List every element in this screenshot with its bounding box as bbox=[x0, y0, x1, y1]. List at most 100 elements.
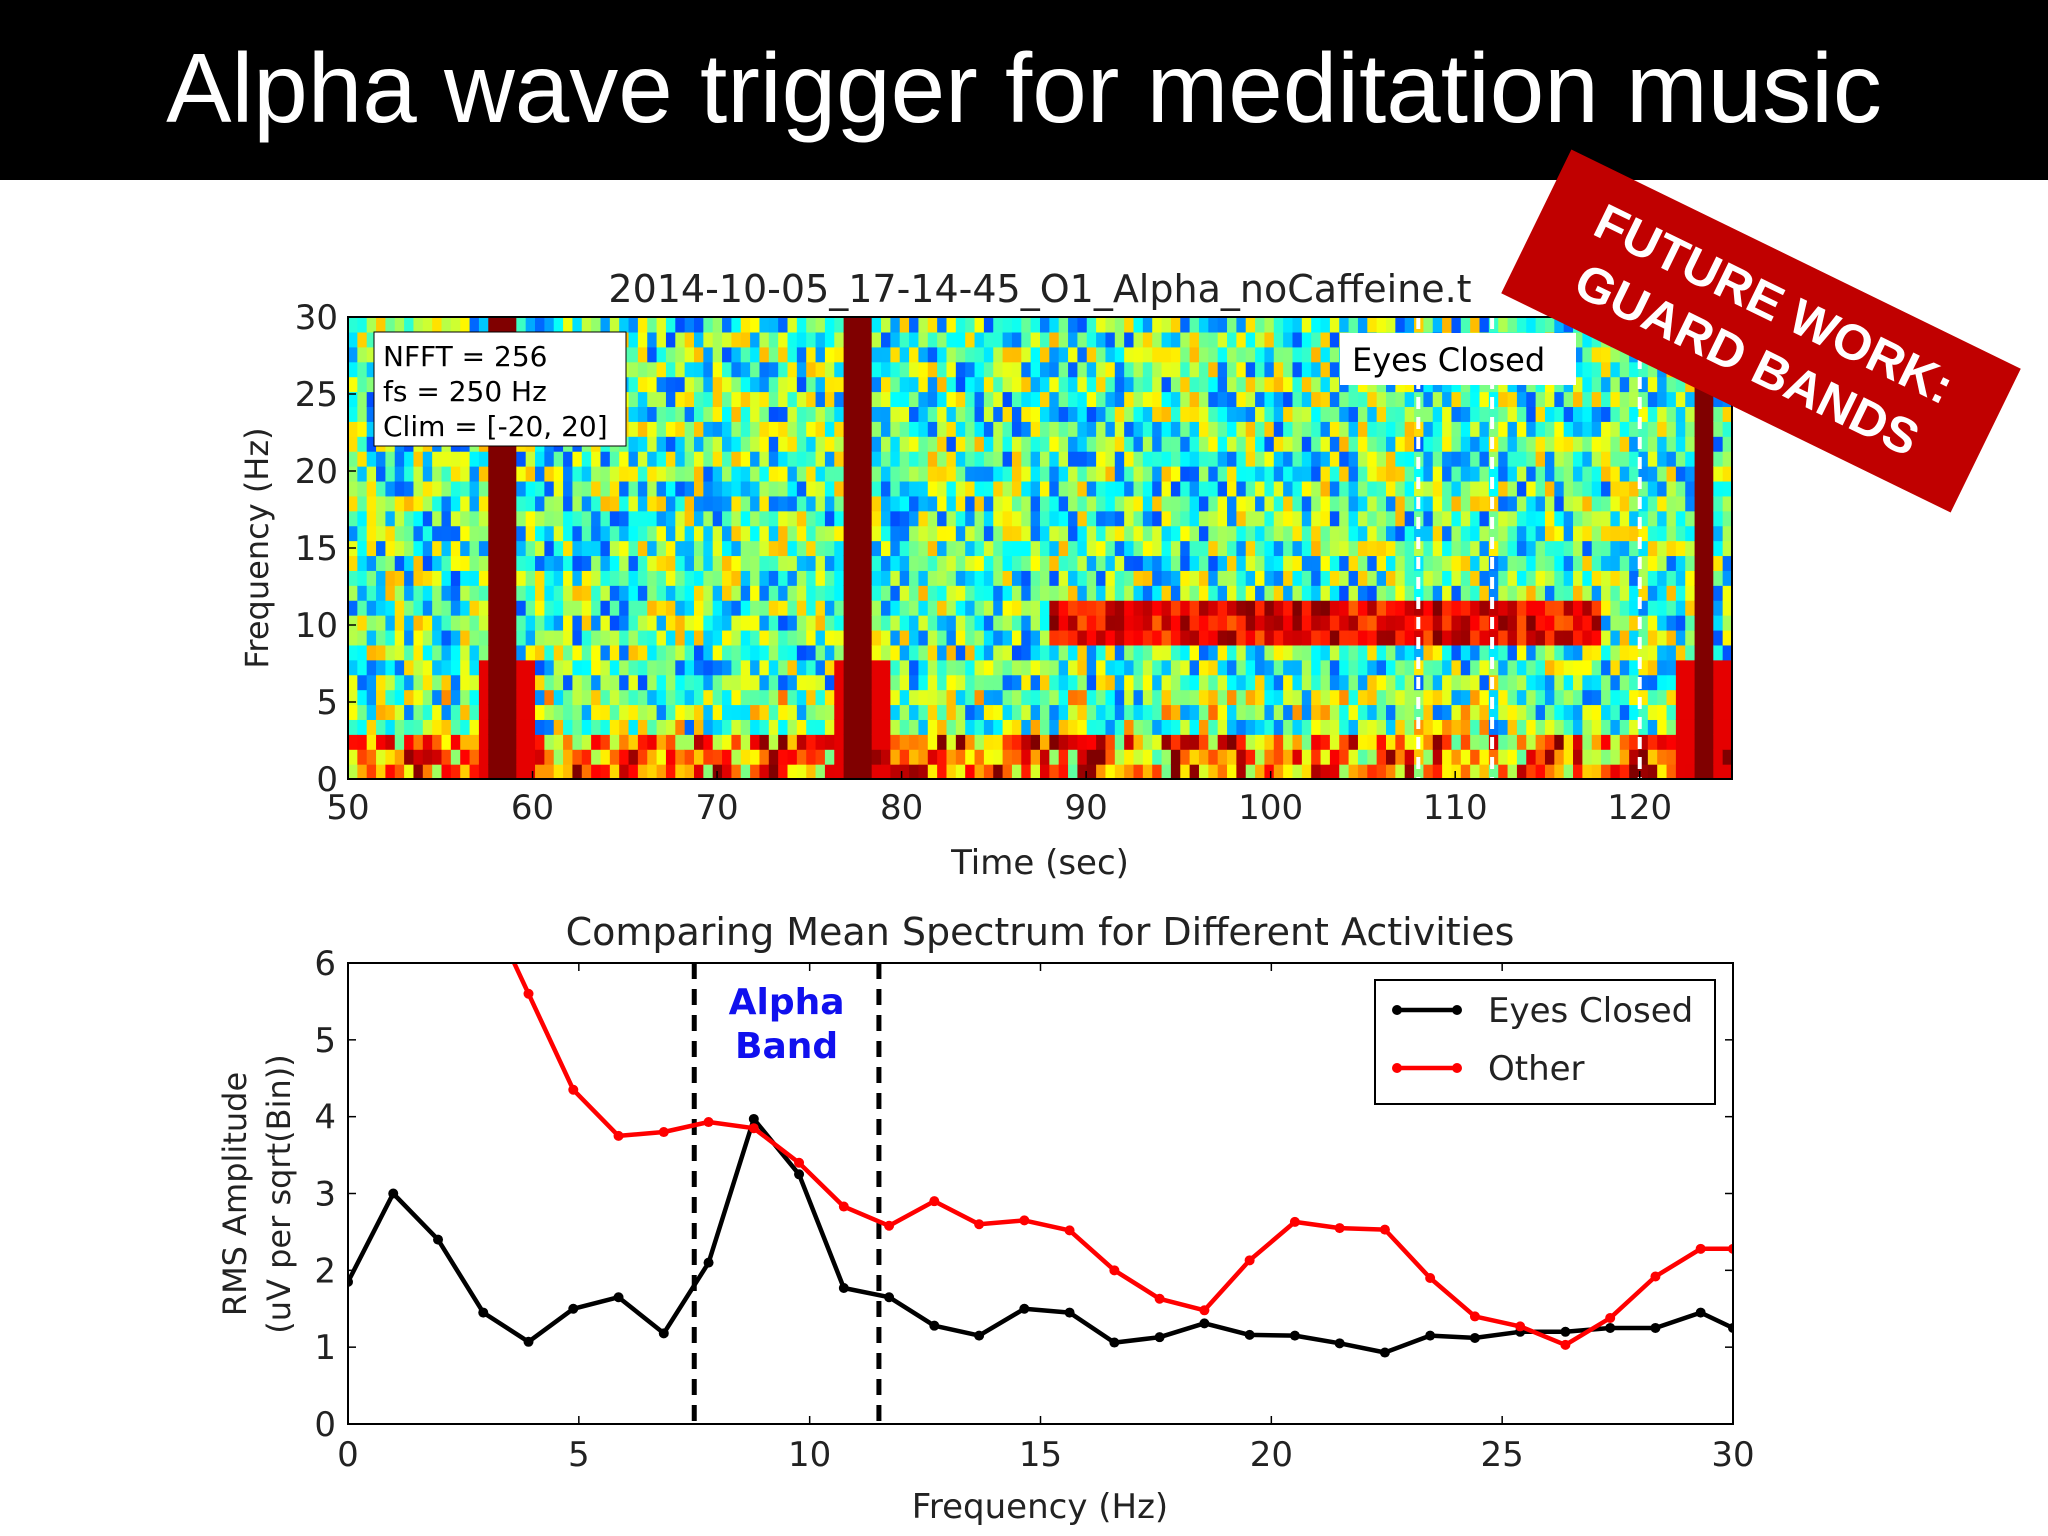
spectrogram-cell bbox=[1245, 719, 1256, 735]
spectrogram-cell bbox=[750, 555, 761, 571]
spectrogram-cell bbox=[1049, 391, 1060, 408]
spectrogram-cell bbox=[1114, 689, 1125, 706]
spectrogram-cell bbox=[1217, 734, 1228, 750]
spectrogram-cell bbox=[731, 644, 742, 661]
spectrogram-cell bbox=[609, 615, 620, 631]
spectrogram-cell bbox=[768, 734, 779, 750]
spectrogram-cell bbox=[1357, 510, 1368, 527]
spectrogram-cell bbox=[404, 600, 415, 616]
spectrogram-cell bbox=[1292, 540, 1303, 557]
spectrogram-cell bbox=[1021, 480, 1032, 497]
spectrogram-cell bbox=[1647, 600, 1658, 616]
spectrogram-cell bbox=[376, 570, 386, 586]
spectrogram-cell bbox=[731, 525, 742, 542]
spectrogram-cell bbox=[965, 555, 976, 571]
spectrogram-cell bbox=[1722, 629, 1733, 646]
spectrogram-cell bbox=[1479, 764, 1490, 780]
spectrogram-cell bbox=[1386, 555, 1396, 571]
spectrogram-cell bbox=[1610, 629, 1621, 646]
spectrogram-cell bbox=[1040, 585, 1050, 601]
spectrogram-cell bbox=[974, 644, 985, 661]
spectrogram-cell bbox=[937, 704, 948, 720]
spectrogram-cell bbox=[1610, 644, 1621, 661]
spectrogram-cell bbox=[553, 629, 564, 646]
spectrogram-cell bbox=[909, 510, 920, 527]
spectrogram-cell bbox=[684, 346, 695, 363]
spectrogram-cell bbox=[1049, 436, 1060, 452]
spectrogram-cell bbox=[1114, 331, 1125, 348]
spectrogram-cell bbox=[1161, 749, 1172, 765]
spectrogram-cell bbox=[1573, 331, 1583, 348]
spectrogram-cell bbox=[1180, 525, 1191, 542]
spectrogram-cell bbox=[1367, 480, 1378, 497]
spectrogram-cell bbox=[1040, 466, 1050, 482]
spectrogram-cell bbox=[1124, 734, 1135, 750]
spectrogram-cell bbox=[1124, 510, 1135, 527]
spectrogram-cell bbox=[469, 480, 480, 497]
spectrogram-cell bbox=[1329, 495, 1340, 512]
spectrogram-cell bbox=[955, 570, 966, 586]
spectrogram-cell bbox=[1320, 629, 1331, 646]
spectrogram-cell bbox=[1068, 585, 1078, 601]
spectrogram-cell bbox=[937, 391, 948, 408]
spectrogram-cell bbox=[1292, 436, 1303, 452]
spectrogram-cell bbox=[460, 659, 471, 676]
spectrogram-cell bbox=[1189, 555, 1200, 571]
spectrogram-cell bbox=[862, 391, 873, 408]
spectrogram-cell bbox=[937, 406, 948, 422]
spectrogram-cell bbox=[609, 749, 620, 765]
spectrogram-cell bbox=[1152, 406, 1163, 422]
spectrogram-cell bbox=[572, 540, 583, 557]
spectrogram-cell bbox=[1049, 495, 1060, 512]
spectrogram-cell bbox=[1582, 689, 1593, 706]
spectrogram-cell bbox=[983, 376, 994, 393]
data-point bbox=[1650, 1322, 1661, 1333]
spectrogram-cell bbox=[815, 391, 826, 408]
spectrogram-cell bbox=[1180, 689, 1191, 706]
spectrogram-cell bbox=[955, 466, 966, 482]
spectrogram-cell bbox=[712, 749, 723, 765]
spectrogram-cell bbox=[628, 421, 639, 437]
spectrogram-cell bbox=[806, 629, 817, 646]
spectrogram-cell bbox=[1058, 600, 1069, 616]
data-point bbox=[1469, 1332, 1480, 1343]
spectrogram-cell bbox=[1563, 570, 1574, 586]
spectrogram-cell bbox=[1021, 391, 1032, 408]
spectrogram-cell bbox=[834, 659, 845, 676]
spectrogram-cell bbox=[890, 525, 901, 542]
spectrogram-cell bbox=[647, 436, 658, 452]
spectrogram-cell bbox=[357, 689, 368, 706]
spectrogram-cell bbox=[1357, 480, 1368, 497]
spectrogram-cell bbox=[357, 555, 368, 571]
spectrogram-cell bbox=[1675, 421, 1686, 437]
spectrogram-cell bbox=[918, 361, 929, 378]
spectrogram-cell bbox=[1002, 466, 1013, 482]
spectrogram-cell bbox=[1273, 704, 1284, 720]
spectrogram-cell bbox=[385, 510, 396, 527]
spectrogram-cell bbox=[1105, 495, 1116, 512]
spectrogram-cell bbox=[1105, 406, 1116, 422]
spectrogram-cell bbox=[1170, 436, 1181, 452]
spectrogram-cell bbox=[1479, 674, 1490, 691]
spectrogram-cell bbox=[516, 764, 527, 780]
spectrogram-cell bbox=[740, 331, 751, 348]
spectrogram-cell bbox=[1535, 406, 1546, 422]
spectrogram-cell bbox=[619, 615, 630, 631]
spectrogram-cell bbox=[1011, 346, 1022, 363]
spectrogram-cell bbox=[1030, 466, 1041, 482]
spectrogram-cell bbox=[1535, 674, 1546, 691]
spectrogram-cell bbox=[899, 436, 910, 452]
spectrogram-cell bbox=[1002, 629, 1013, 646]
spectrogram-cell bbox=[955, 555, 966, 571]
spectrogram-cell bbox=[824, 689, 835, 706]
spectrogram-cell bbox=[497, 466, 508, 482]
spectrogram-cell bbox=[946, 704, 957, 720]
spectrogram-cell bbox=[1404, 749, 1415, 765]
spectrogram-cell bbox=[1563, 689, 1574, 706]
spectrogram-cell bbox=[357, 466, 368, 482]
spectrogram-cell bbox=[1432, 764, 1443, 780]
spectrogram-cell bbox=[1694, 406, 1705, 422]
spectrogram-cell bbox=[712, 436, 723, 452]
spectrogram-cell bbox=[1582, 555, 1593, 571]
spectrogram-cell bbox=[927, 317, 938, 333]
